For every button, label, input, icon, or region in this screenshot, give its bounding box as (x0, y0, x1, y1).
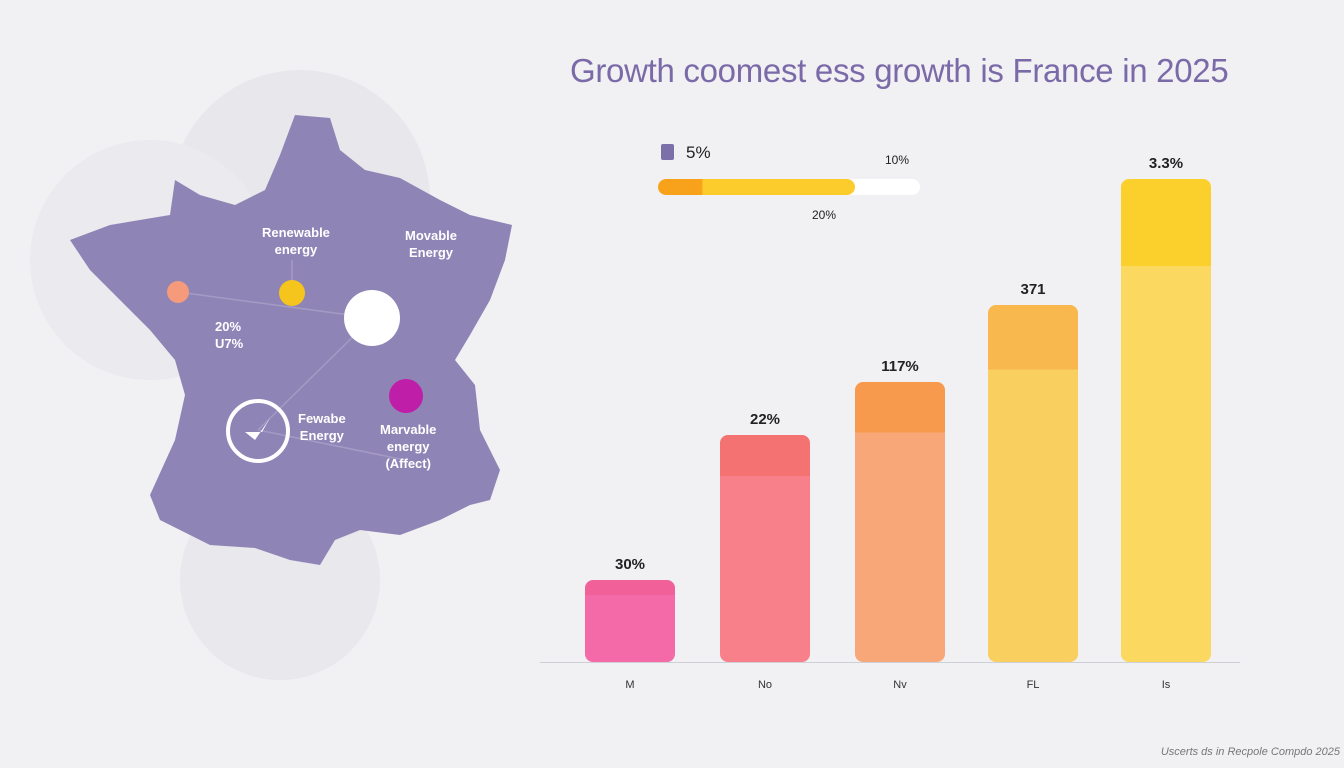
bar-data-label: 30% (614, 555, 646, 573)
france-shape (70, 115, 512, 565)
x-tick-label: FL (1026, 679, 1040, 691)
progress-label-top: 10% (885, 153, 910, 167)
map-label-renewable: Renewable energy (262, 225, 330, 257)
map-label-movable: Movable Energy (405, 228, 458, 260)
bar-data-label: 371 (1020, 280, 1046, 298)
white-dot (344, 290, 400, 346)
x-axis (540, 662, 1240, 663)
progress-fill (658, 179, 855, 195)
legend-label: 5% (686, 143, 711, 162)
x-tick-label: M (625, 679, 635, 691)
map-label-fewable: Fewabe Energy (298, 411, 346, 443)
yellow-dot (279, 280, 305, 306)
bar-nv (855, 381, 945, 662)
bar-data-label: 22% (749, 410, 781, 428)
bar-no (720, 434, 810, 662)
progress-label-bottom: 20% (812, 208, 837, 222)
map-label-marvable: Marvable energy (Affect) (380, 422, 437, 471)
bar-is (1121, 179, 1211, 662)
orange-dot (167, 281, 189, 303)
bar-data-label: 117% (881, 357, 919, 375)
chart-title: Growth coomest ess growth is France in 2… (570, 52, 1229, 89)
x-tick-label: Nv (893, 679, 907, 691)
legend-swatch (661, 144, 674, 160)
rocket-badge-icon (226, 399, 290, 463)
x-tick-label: No (757, 679, 773, 691)
bar-m (585, 579, 675, 662)
progress-bar (658, 179, 920, 195)
bar-fl (988, 304, 1078, 662)
footer-source: Uscerts ds in Recpole Compdo 2025 (1160, 746, 1340, 758)
bar-data-label: 3.3% (1148, 155, 1184, 172)
france-map (30, 70, 512, 680)
x-tick-label: Is (1161, 679, 1171, 691)
map-label-percent: 20% U7% (215, 319, 244, 351)
magenta-dot (389, 379, 423, 413)
